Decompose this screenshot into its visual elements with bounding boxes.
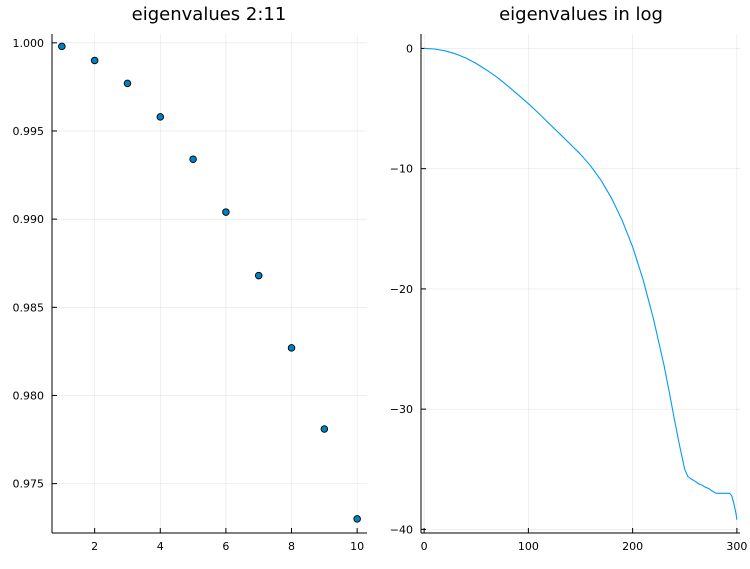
plot1-point	[189, 155, 197, 163]
plot1-x-tick-label: 10	[350, 540, 364, 553]
plot1-y-tick-label: 0.990	[13, 213, 45, 226]
plot2-x-tick-label: 300	[726, 540, 747, 553]
plot2-y-tick-label: −20	[390, 283, 413, 296]
plot1-point	[320, 425, 329, 433]
plot1-x-tick-label: 2	[91, 540, 98, 553]
plot1-x-tick-label: 8	[288, 540, 295, 553]
plot1-point	[353, 515, 361, 523]
plot1-point	[287, 344, 296, 352]
plot2-y-tick-label: 0	[406, 42, 413, 55]
plot1-title: eigenvalues 2:11	[132, 4, 287, 25]
plot1-point	[254, 271, 263, 280]
plot1-point	[90, 56, 99, 65]
plot2-title: eigenvalues in log	[499, 4, 663, 25]
plot1-y-tick-label: 0.985	[13, 301, 45, 314]
plot2-x-tick-label: 0	[421, 540, 428, 553]
plot2-y-tick-label: −40	[390, 523, 413, 536]
plot2-x-tick-label: 100	[518, 540, 539, 553]
plot1-y-tick-label: 0.995	[13, 125, 45, 138]
plot1-y-tick-label: 0.980	[13, 389, 45, 402]
plot1-y-tick-label: 1.000	[13, 37, 45, 50]
plot1-point	[156, 113, 165, 121]
plot1: 2 4 6 8 10 0.975 0.980 0.985 0.990 0.995 1.000	[13, 34, 367, 553]
plot1-point	[123, 79, 132, 88]
plot2-y-tick-label: −30	[390, 403, 413, 416]
plot1-y-tick-label: 0.975	[13, 478, 45, 491]
plot1-point	[222, 208, 230, 216]
plot2-y-tick-label: −10	[390, 163, 413, 176]
plot1-point	[58, 42, 66, 51]
plot2-series-line	[424, 47, 738, 520]
plot2-x-tick-label: 200	[622, 540, 643, 553]
plot1-x-tick-label: 6	[222, 540, 229, 553]
plot2: 0 100 200 300 −40 −30 −20 −10 0	[390, 34, 747, 553]
plot1-x-tick-label: 4	[157, 540, 164, 553]
